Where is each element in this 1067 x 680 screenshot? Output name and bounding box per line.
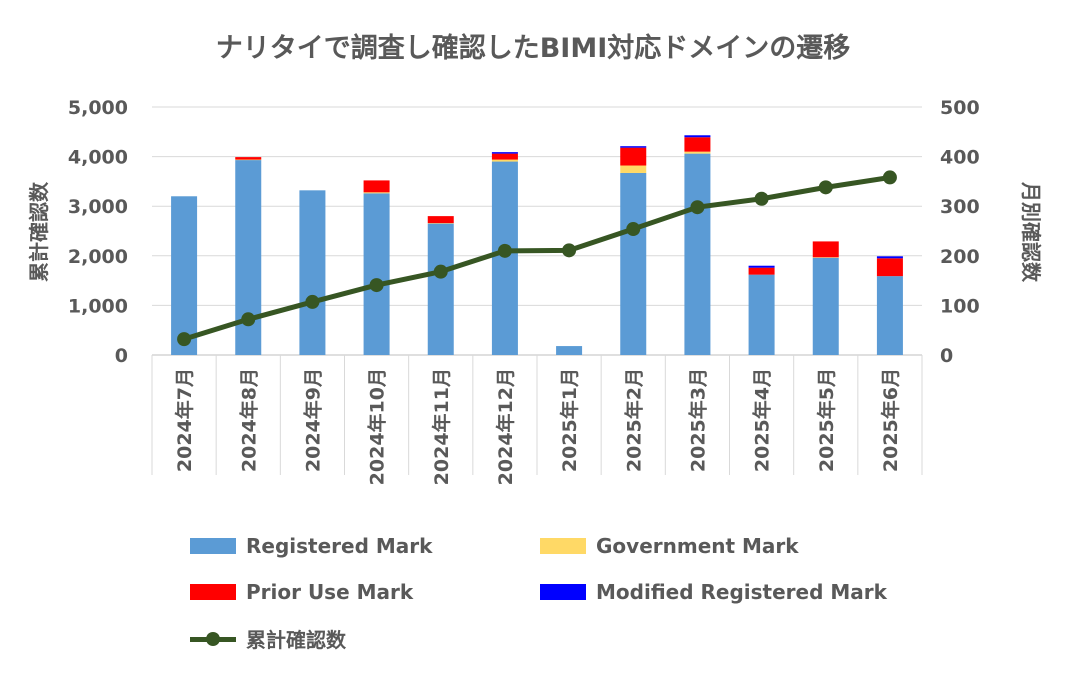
x-tick-label: 2025年1月 (558, 368, 581, 472)
chart: ナリタイで調査し確認したBIMI対応ドメインの遷移 0 1,000 2,000 3,0… (27, 32, 1043, 485)
bar-prior-use-mark (491, 153, 518, 160)
right-axis-title: 月別確認数 (1019, 181, 1043, 283)
cumulative-line-path (183, 174, 891, 342)
legend-item-registered-mark: Registered Mark (190, 534, 432, 558)
gridlines (151, 106, 923, 475)
bar-stacks (171, 135, 903, 355)
bar-registered-mark (171, 196, 198, 355)
x-tick-label: 2024年11月 (430, 368, 453, 485)
bar-registered-mark (812, 257, 839, 355)
bar-registered-mark (363, 193, 390, 355)
left-tick-label: 0 (115, 345, 128, 367)
x-tick-label: 2025年3月 (686, 368, 709, 472)
right-tick-label: 100 (940, 295, 980, 317)
cumulative-point (369, 278, 384, 293)
chart-title: ナリタイで調査し確認したBIMI対応ドメインの遷移 (216, 32, 851, 64)
bar-prior-use-mark (748, 267, 775, 275)
legend-swatch-prior-use (190, 584, 236, 600)
x-tick-label: 2025年5月 (815, 368, 838, 472)
right-tick-label: 0 (940, 345, 953, 367)
left-tick-label: 2,000 (68, 246, 128, 268)
bar-government-mark (620, 165, 647, 173)
bar-government-mark (427, 223, 454, 224)
legend-item-modified-registered-mark: Modified Registered Mark (540, 580, 887, 604)
cumulative-point (626, 222, 641, 237)
legend-label-prior-use: Prior Use Mark (246, 580, 414, 604)
legend-swatch-cumulative (190, 629, 236, 649)
cumulative-point (818, 180, 833, 195)
x-tick-label: 2025年6月 (879, 368, 902, 472)
bar-government-mark (491, 159, 518, 162)
bar-prior-use-mark (235, 157, 262, 160)
legend-label-government: Government Mark (596, 534, 799, 558)
x-axis-ticks: 2024年7月 2024年8月 2024年9月 2024年10月 2024年11月 202… (173, 368, 902, 485)
left-axis-title: 累計確認数 (27, 181, 51, 282)
legend-label-cumulative: 累計確認数 (246, 628, 346, 652)
legend-item-government-mark: Government Mark (540, 534, 799, 558)
cumulative-point (305, 294, 320, 309)
bar-prior-use-mark (363, 180, 390, 193)
bar-modified-registered-mark (748, 265, 775, 268)
cumulative-point (754, 191, 769, 206)
bar-government-mark (235, 159, 262, 161)
left-axis-ticks: 0 1,000 2,000 3,000 4,000 5,000 (68, 97, 128, 367)
bar-registered-mark (748, 274, 775, 355)
legend-swatch-government (540, 538, 586, 554)
x-tick-label: 2025年2月 (622, 368, 645, 472)
left-tick-label: 4,000 (68, 147, 128, 169)
bar-registered-mark (299, 190, 326, 355)
cumulative-point (433, 264, 448, 279)
legend-swatch-registered (190, 538, 236, 554)
cumulative-point (177, 332, 192, 347)
bar-registered-mark (556, 346, 583, 355)
right-tick-label: 500 (940, 97, 980, 119)
legend-swatch-modified (540, 584, 586, 600)
x-tick-label: 2025年4月 (751, 368, 774, 472)
cumulative-line (177, 170, 897, 347)
bar-prior-use-mark (427, 216, 454, 224)
right-axis-ticks: 0 100 200 300 400 500 (940, 97, 980, 367)
right-tick-label: 200 (940, 246, 980, 268)
cumulative-point (882, 170, 897, 185)
cumulative-point (241, 312, 256, 327)
bar-prior-use-mark (876, 258, 903, 277)
cumulative-point (497, 243, 512, 258)
left-tick-label: 1,000 (68, 295, 128, 317)
bar-modified-registered-mark (620, 146, 647, 148)
x-tick-label: 2024年10月 (366, 368, 389, 485)
bar-prior-use-mark (812, 241, 839, 258)
x-tick-label: 2024年8月 (237, 368, 260, 472)
bar-prior-use-mark (684, 137, 711, 152)
bar-government-mark (684, 151, 711, 154)
bar-registered-mark (684, 153, 711, 355)
bar-government-mark (363, 192, 390, 194)
cumulative-point (690, 200, 705, 215)
bar-government-mark (812, 257, 839, 258)
left-tick-label: 5,000 (68, 97, 128, 119)
legend: Registered Mark Government Mark Prior Us… (190, 528, 950, 668)
left-tick-label: 3,000 (68, 196, 128, 218)
bar-modified-registered-mark (491, 152, 518, 154)
bar-registered-mark (491, 161, 518, 355)
legend-label-modified: Modified Registered Mark (596, 580, 887, 604)
right-tick-label: 300 (940, 196, 980, 218)
bar-registered-mark (427, 223, 454, 355)
bar-registered-mark (620, 172, 647, 355)
legend-label-registered: Registered Mark (246, 534, 433, 558)
cumulative-point (562, 243, 577, 258)
bar-modified-registered-mark (684, 135, 711, 138)
bar-registered-mark (876, 276, 903, 355)
x-tick-label: 2024年7月 (173, 368, 196, 472)
right-tick-label: 400 (940, 147, 980, 169)
legend-item-cumulative: 累計確認数 (190, 624, 346, 653)
legend-item-prior-use-mark: Prior Use Mark (190, 580, 413, 604)
x-tick-label: 2024年9月 (301, 368, 324, 472)
bar-prior-use-mark (620, 147, 647, 166)
bar-modified-registered-mark (876, 256, 903, 259)
x-tick-label: 2024年12月 (494, 368, 517, 485)
